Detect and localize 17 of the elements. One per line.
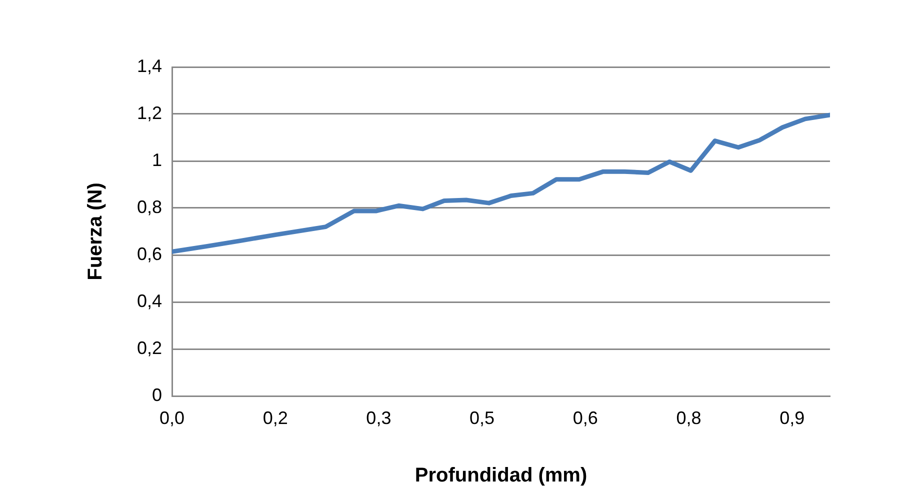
y-axis-title: Fuerza (N) xyxy=(84,182,107,280)
y-tick-label: 1,2 xyxy=(136,102,162,123)
y-tick-label: 0,6 xyxy=(136,244,162,264)
x-tick-label: 0,5 xyxy=(470,408,495,428)
y-tick-label: 0,4 xyxy=(136,290,162,311)
y-tick-label: 1 xyxy=(152,150,162,170)
y-tick-label: 0 xyxy=(152,384,162,405)
x-tick-label: 0,6 xyxy=(572,408,598,428)
y-tick-label: 0,8 xyxy=(136,196,162,217)
y-tick-label: 1,4 xyxy=(136,56,162,76)
x-tick-label: 0,8 xyxy=(676,408,702,428)
y-tick-label: 0,2 xyxy=(136,338,162,358)
x-axis-title: Profundidad (mm) xyxy=(414,464,588,487)
x-tick-label: 0,0 xyxy=(159,408,185,428)
x-tick-label: 0,2 xyxy=(262,408,288,428)
x-tick-label: 0,3 xyxy=(366,408,392,428)
x-tick-label: 0,9 xyxy=(780,408,805,428)
